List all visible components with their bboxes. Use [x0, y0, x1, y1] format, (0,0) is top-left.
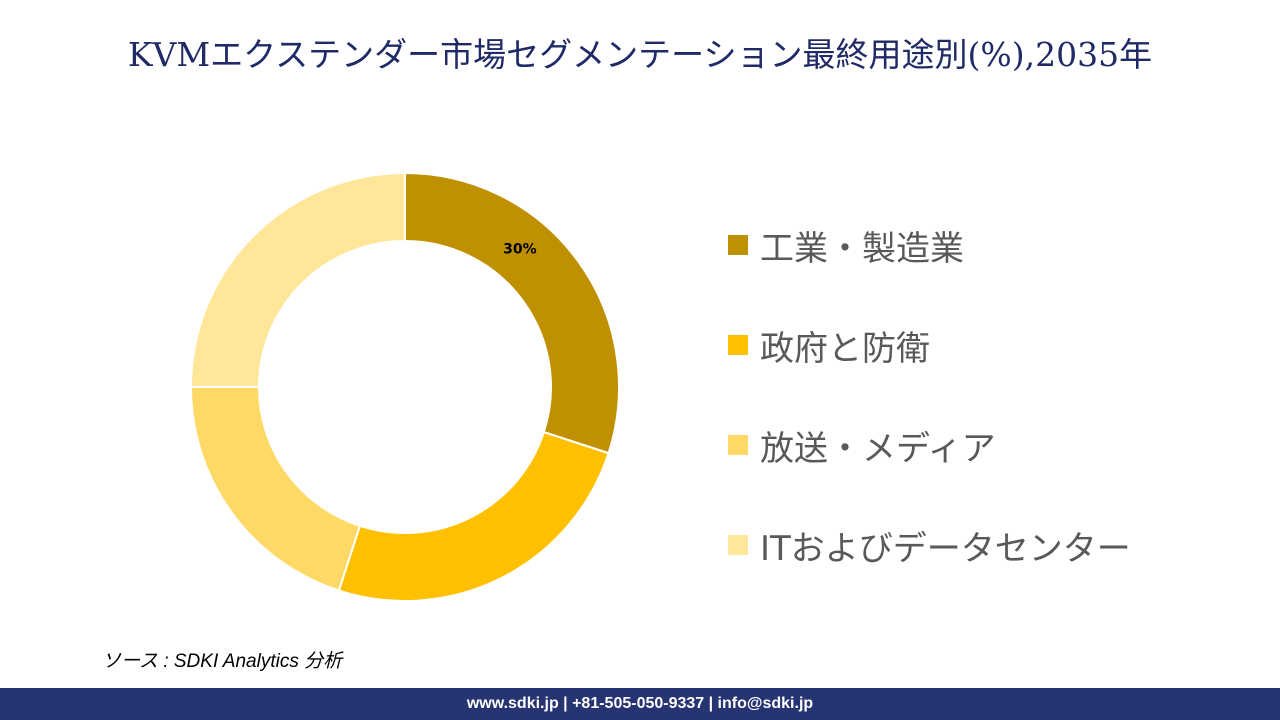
legend-item: 政府と防衛	[728, 295, 1131, 395]
source-note: ソース : SDKI Analytics 分析	[102, 651, 343, 672]
legend-swatch	[728, 335, 748, 355]
legend-swatch	[728, 535, 748, 555]
legend-label: ITおよびデータセンター	[760, 528, 1131, 569]
legend-label: 放送・メディア	[760, 428, 996, 469]
donut-segment	[404, 171, 620, 455]
legend-item: 放送・メディア	[728, 395, 1131, 495]
footer-contact: www.sdki.jp | +81-505-050-9337 | info@sd…	[0, 688, 1280, 720]
donut-segment	[337, 430, 610, 602]
legend-swatch	[728, 235, 748, 255]
legend-label: 工業・製造業	[760, 228, 964, 269]
donut-segment	[189, 171, 406, 388]
donut-segment	[189, 386, 362, 592]
legend-swatch	[728, 435, 748, 455]
chart-title: KVMエクステンダー市場セグメンテーション最終用途別(%),2035年	[127, 35, 1153, 74]
legend-item: ITおよびデータセンター	[728, 495, 1131, 595]
data-label: 30%	[503, 241, 537, 257]
legend-item: 工業・製造業	[728, 195, 1131, 295]
legend-label: 政府と防衛	[760, 328, 930, 369]
legend: 工業・製造業 政府と防衛 放送・メディア ITおよびデータセンター	[728, 195, 1131, 595]
